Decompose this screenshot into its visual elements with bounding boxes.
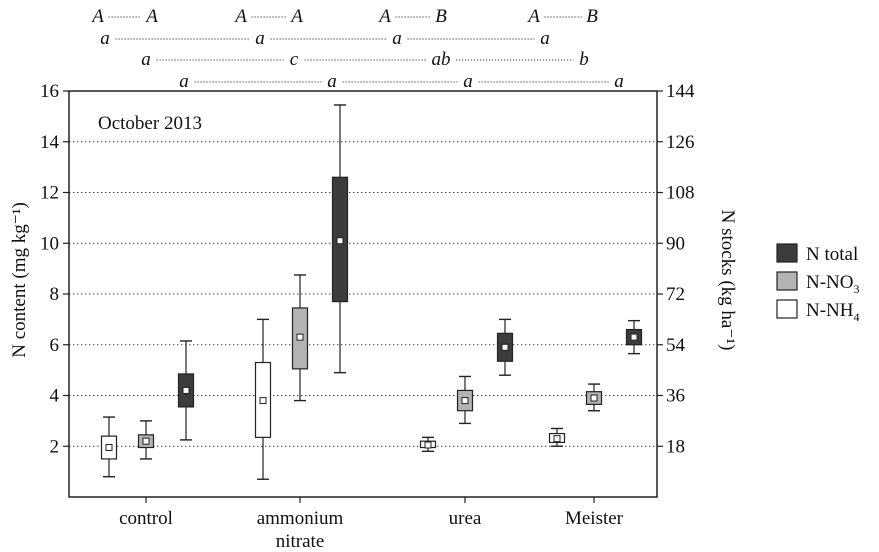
- legend: N total N-NO3 N-NH4: [776, 243, 860, 324]
- significance-letter: c: [290, 49, 299, 70]
- y2-tick-label: 36: [666, 386, 685, 407]
- x-tick-label: nitrate: [276, 531, 325, 552]
- box-0-2: [177, 340, 195, 441]
- box-3-2: [625, 319, 643, 355]
- y-tick-label: 10: [40, 233, 59, 254]
- median-marker: [501, 343, 509, 351]
- legend-label-subscript: 4: [854, 310, 860, 324]
- median-marker: [461, 397, 469, 405]
- median-marker: [590, 394, 598, 402]
- box-1-2: [331, 104, 349, 374]
- y-tick-label: 2: [50, 436, 60, 457]
- median-marker: [259, 397, 267, 405]
- significance-letter: A: [526, 6, 540, 27]
- x-tick-label: urea: [449, 508, 482, 529]
- significance-letter: B: [586, 6, 598, 27]
- significance-letter: a: [614, 71, 624, 92]
- y2-tick-label: 126: [666, 132, 695, 153]
- median-marker: [296, 333, 304, 341]
- significance-letter: ab: [432, 49, 451, 70]
- significance-letter: a: [141, 49, 151, 70]
- y-axis-label: N content (mg kg⁻¹): [9, 202, 30, 358]
- significance-letter: a: [327, 71, 337, 92]
- significance-letter: a: [463, 71, 473, 92]
- y2-tick-label: 18: [666, 436, 685, 457]
- axes: 2 4 6 8 10 12 14 16 18 36 54 72 90 108 126 144 control am…: [40, 81, 695, 552]
- box-series: [100, 104, 643, 480]
- median-marker: [553, 435, 561, 443]
- box-2-0: [419, 436, 437, 453]
- box-1-0: [254, 318, 272, 480]
- y-tick-label: 14: [40, 132, 60, 153]
- significance-letter: A: [144, 6, 158, 27]
- legend-label: N-NH4: [806, 300, 860, 324]
- box-0-1: [137, 420, 155, 460]
- significance-letter: a: [255, 28, 265, 49]
- significance-letter: A: [90, 6, 104, 27]
- legend-swatch: [776, 299, 798, 319]
- y2-axis-label: N stocks (kg ha⁻¹): [717, 210, 738, 351]
- median-marker: [630, 333, 638, 341]
- y2-tick-label: 90: [666, 233, 685, 254]
- significance-letter: a: [540, 28, 550, 49]
- y2-tick-label: 54: [666, 335, 686, 356]
- significance-letter: a: [179, 71, 189, 92]
- significance-letter: b: [579, 49, 589, 70]
- x-tick-label: ammonium: [257, 508, 344, 529]
- significance-letter: A: [289, 6, 303, 27]
- y-tick-label: 4: [50, 386, 60, 407]
- box-3-0: [548, 427, 566, 447]
- box-3-1: [585, 383, 603, 412]
- y-tick-label: 16: [40, 81, 59, 102]
- legend-label: N total: [806, 244, 858, 265]
- chart-annotation: October 2013: [98, 113, 202, 134]
- significance-letter: A: [233, 6, 247, 27]
- box-2-2: [496, 318, 514, 376]
- significance-letter: a: [100, 28, 110, 49]
- y2-tick-label: 72: [666, 284, 685, 305]
- box-1-1: [291, 274, 309, 402]
- median-marker: [105, 444, 113, 452]
- x-tick-label: Meister: [565, 508, 624, 529]
- legend-swatch: [776, 243, 798, 263]
- significance-letter: A: [377, 6, 391, 27]
- y-tick-label: 12: [40, 183, 59, 204]
- legend-swatch: [776, 271, 798, 291]
- legend-label-subscript: 3: [854, 282, 860, 296]
- box-0-0: [100, 416, 118, 478]
- y-tick-label: 6: [50, 335, 60, 356]
- significance-letter: a: [392, 28, 402, 49]
- significance-letters: A A A A A B A Ba a a a a c ab b a a a a: [90, 6, 624, 92]
- x-tick-label: control: [119, 508, 173, 529]
- box-2-1: [456, 375, 474, 425]
- median-marker: [424, 441, 432, 449]
- median-marker: [142, 437, 150, 445]
- gridlines: [69, 141, 657, 447]
- significance-letter: B: [435, 6, 447, 27]
- median-marker: [182, 386, 190, 394]
- legend-label: N-NO3: [806, 272, 860, 296]
- y2-tick-label: 108: [666, 183, 695, 204]
- y-tick-label: 8: [50, 284, 60, 305]
- median-marker: [336, 237, 344, 245]
- y2-tick-label: 144: [666, 81, 695, 102]
